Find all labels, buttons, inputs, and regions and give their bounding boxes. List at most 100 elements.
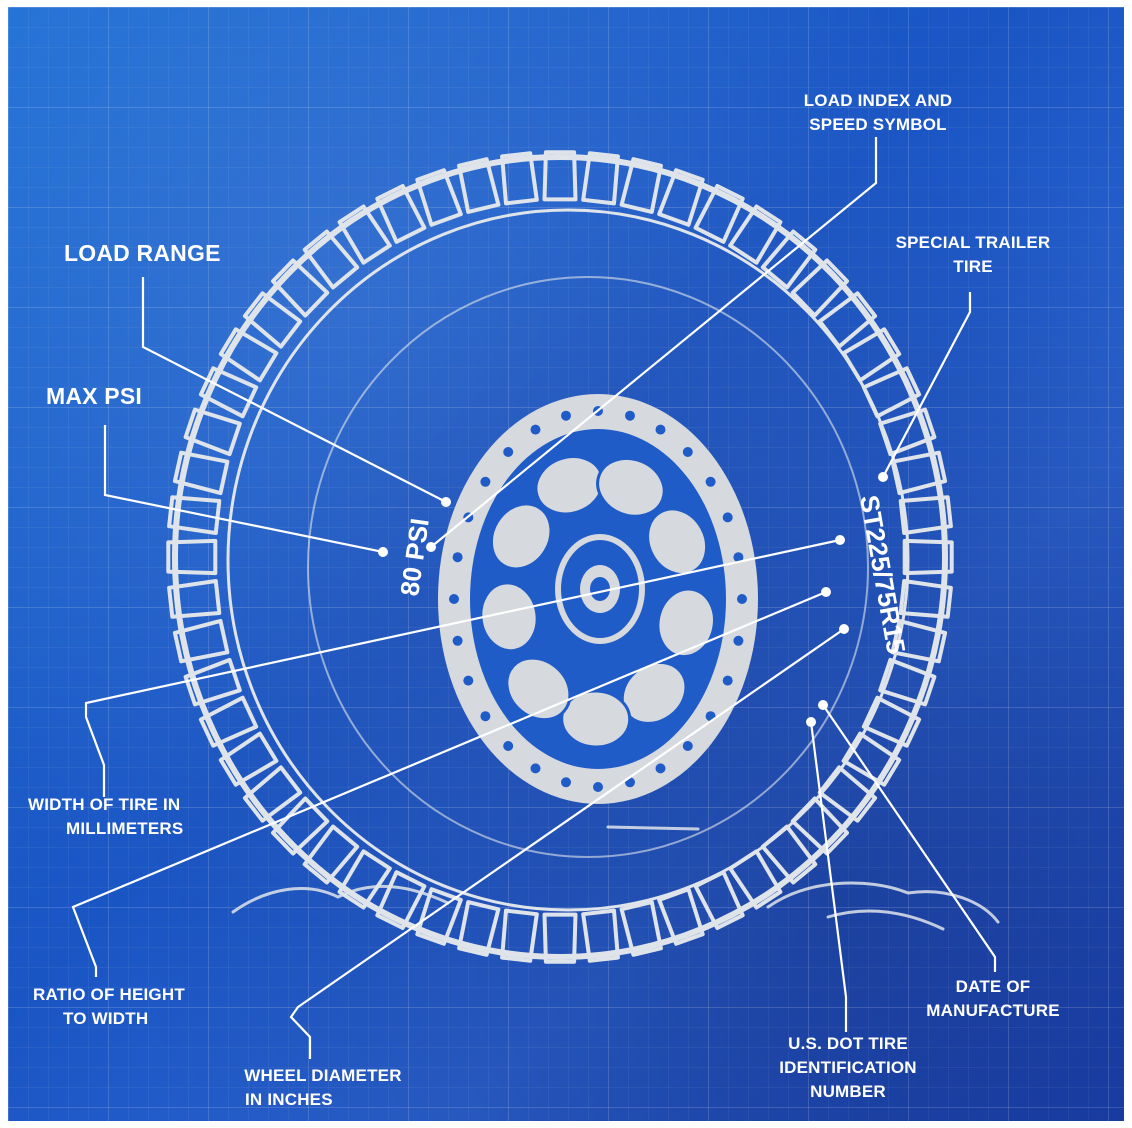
tread-block bbox=[728, 204, 783, 265]
label-special-trailer-line2: TIRE bbox=[953, 257, 993, 276]
label-width-of-tire: WIDTH OF TIRE IN MILLIMETERS bbox=[28, 793, 183, 841]
tread-block bbox=[581, 908, 620, 963]
tire-illustration: 80 PSI ST225/75R15 bbox=[71, 137, 1000, 1059]
leader-load-range bbox=[141, 277, 447, 503]
tread-block bbox=[415, 168, 463, 227]
rim-bolt bbox=[682, 741, 693, 751]
tread-block bbox=[861, 695, 922, 748]
rim-bolt bbox=[503, 447, 514, 457]
tread-block bbox=[861, 366, 922, 419]
tread-block bbox=[542, 150, 578, 202]
rim-bolt bbox=[625, 410, 635, 421]
rim-bolt bbox=[463, 675, 474, 686]
ground-sketch bbox=[231, 825, 1000, 931]
tread-block bbox=[183, 407, 242, 457]
tread-block bbox=[890, 618, 948, 664]
tread-block bbox=[500, 151, 539, 206]
tread-block bbox=[172, 618, 230, 664]
rim-bolt bbox=[722, 512, 733, 523]
leader-wheel-diameter bbox=[289, 628, 845, 1059]
tread-block bbox=[457, 157, 501, 214]
label-date-of-manufacture: DATE OF MANUFACTURE bbox=[903, 975, 1083, 1023]
tread-block bbox=[817, 291, 878, 349]
label-load-index-line2: SPEED SYMBOL bbox=[809, 115, 947, 134]
rim-bolt bbox=[655, 763, 666, 774]
tread-block bbox=[581, 151, 620, 206]
tread-block bbox=[790, 258, 849, 318]
leader-special-trailer bbox=[882, 292, 972, 478]
tread-block bbox=[898, 579, 953, 619]
tread-block bbox=[218, 327, 279, 383]
spoke-window bbox=[489, 502, 553, 571]
tread-block bbox=[898, 495, 953, 535]
tread-block bbox=[302, 824, 360, 885]
tread-block bbox=[166, 538, 218, 576]
leader-ratio bbox=[71, 590, 827, 977]
tread-block bbox=[198, 695, 259, 748]
blueprint-poster: 80 PSI ST225/75R15 LOAD INDEX bbox=[8, 7, 1124, 1121]
rim-bolt bbox=[593, 782, 603, 792]
rim-bolt bbox=[722, 675, 733, 686]
rim-bolt bbox=[452, 635, 463, 646]
leader-load-index bbox=[430, 137, 878, 548]
spoke-window bbox=[596, 456, 666, 518]
label-wheel-diameter-line2: IN INCHES bbox=[245, 1090, 333, 1109]
tread-block bbox=[878, 657, 937, 707]
tread-block bbox=[657, 168, 705, 227]
tread-block bbox=[693, 184, 745, 244]
tread-block bbox=[542, 912, 578, 964]
tread-block bbox=[841, 731, 902, 787]
tread-block bbox=[172, 450, 230, 496]
tread-block bbox=[760, 229, 818, 290]
rim-bolt bbox=[452, 552, 463, 563]
tread-block bbox=[198, 366, 259, 419]
tread-block bbox=[619, 900, 663, 957]
leader-date bbox=[822, 704, 997, 972]
tread-block bbox=[760, 824, 818, 885]
label-date-line2: MANUFACTURE bbox=[926, 1001, 1060, 1020]
tread-block bbox=[878, 407, 937, 457]
label-wheel-diameter: WHEEL DIAMETER IN INCHES bbox=[223, 1064, 423, 1112]
tread-block bbox=[890, 450, 948, 496]
tread-block bbox=[457, 900, 501, 957]
tread-block bbox=[728, 849, 783, 910]
wheel-rim bbox=[438, 394, 758, 804]
rim-bolt bbox=[561, 410, 571, 421]
tread-block bbox=[218, 731, 279, 787]
tread-block bbox=[167, 495, 222, 535]
rim-bolt bbox=[561, 777, 571, 788]
label-special-trailer-line1: SPECIAL TRAILER bbox=[895, 233, 1051, 252]
leader-width bbox=[84, 538, 841, 797]
label-load-range: LOAD RANGE bbox=[64, 240, 221, 266]
label-ratio: RATIO OF HEIGHT TO WIDTH bbox=[33, 983, 185, 1031]
label-ratio-line1: RATIO OF HEIGHT bbox=[33, 985, 185, 1004]
rim-bolt bbox=[503, 741, 514, 751]
spoke-window bbox=[560, 689, 632, 749]
tread-block bbox=[375, 184, 427, 244]
rim-bolt bbox=[733, 635, 744, 646]
tread-blocks bbox=[166, 150, 954, 964]
leader-dot bbox=[809, 721, 848, 1032]
label-load-index: LOAD INDEX AND SPEED SYMBOL bbox=[773, 89, 983, 137]
tread-block bbox=[167, 579, 222, 619]
tread-block bbox=[817, 765, 878, 823]
tread-block bbox=[619, 157, 663, 214]
tread-block bbox=[902, 538, 954, 576]
label-dot-number-line1: U.S. DOT TIRE bbox=[788, 1034, 908, 1053]
label-dot-number-line2: IDENTIFICATION bbox=[779, 1058, 917, 1077]
rim-bolt bbox=[449, 594, 459, 604]
label-wheel-diameter-line1: WHEEL DIAMETER bbox=[244, 1066, 402, 1085]
tread-block bbox=[841, 327, 902, 383]
tread-block bbox=[271, 258, 330, 318]
tire-body bbox=[166, 150, 954, 964]
rim-bolt bbox=[530, 424, 541, 435]
label-max-psi: MAX PSI bbox=[46, 383, 142, 409]
rim-bolt bbox=[737, 594, 747, 604]
leader-max-psi bbox=[103, 425, 384, 554]
rim-bolt bbox=[530, 763, 541, 774]
spoke-window bbox=[505, 656, 572, 722]
spoke-window bbox=[656, 587, 716, 659]
label-width-of-tire-line2: MILLIMETERS bbox=[66, 819, 184, 838]
leader-dots bbox=[378, 472, 888, 727]
tread-block bbox=[693, 870, 745, 930]
